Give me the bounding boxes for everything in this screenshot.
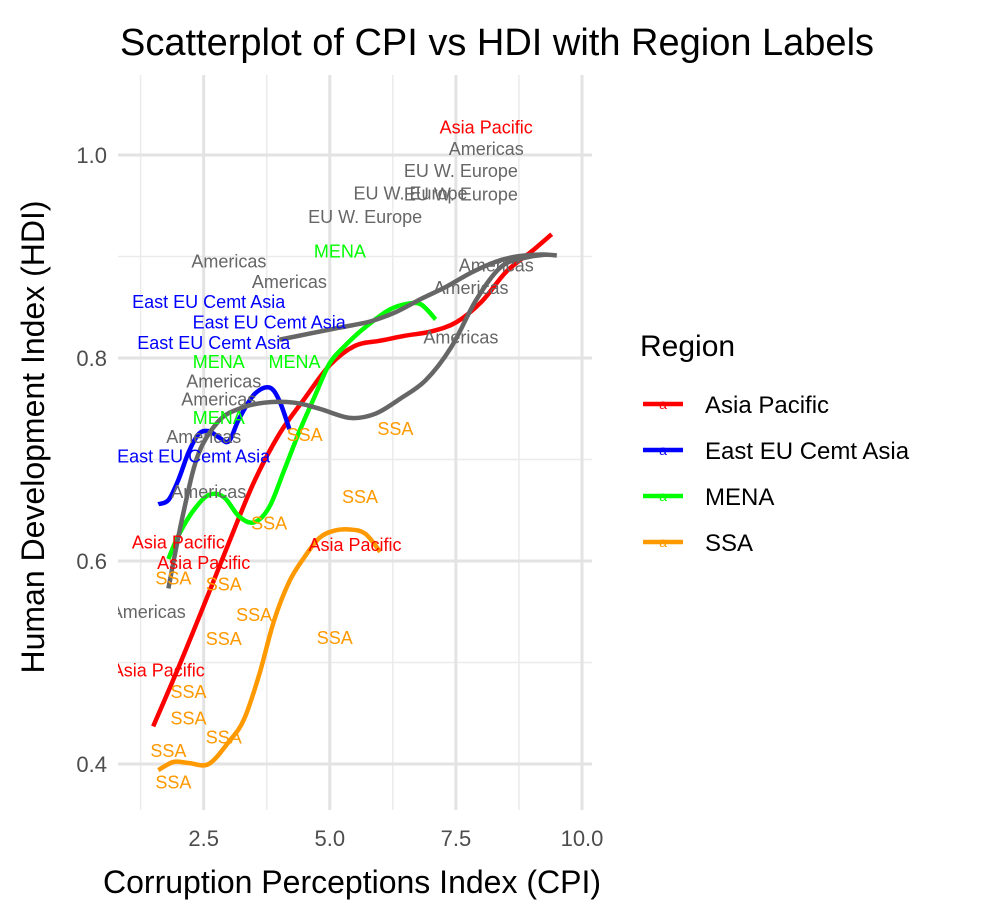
point-label: Americas (252, 272, 327, 292)
x-tick-label: 10.0 (561, 826, 604, 851)
point-label: SSA (155, 772, 191, 792)
legend-entry-label: SSA (705, 530, 753, 557)
point-label: SSA (287, 425, 323, 445)
y-axis-ticks: 0.4 0.6 0.8 1.0 (76, 143, 107, 777)
point-label: Americas (191, 252, 266, 272)
point-label: EU W. Europe (308, 207, 422, 227)
x-tick-label: 2.5 (188, 826, 219, 851)
point-label: SSA (155, 568, 191, 588)
point-label: Americas (186, 371, 261, 391)
legend: Region a Asia Pacific a East EU Cemt Asia a M… (640, 330, 910, 557)
point-label: Americas (166, 427, 241, 447)
legend-entry-label: Asia Pacific (705, 392, 829, 419)
legend-key-glyph: a (659, 534, 667, 550)
x-tick-label: 5.0 (315, 826, 346, 851)
point-label: MENA (193, 352, 245, 372)
smooth-line-americas (278, 252, 558, 342)
point-label: Asia Pacific (157, 553, 250, 573)
smooth-line-mena (166, 300, 438, 560)
point-label: SSA (206, 574, 242, 594)
point-label: SSA (236, 605, 272, 625)
point-label: Americas (111, 602, 186, 622)
point-label: Americas (433, 278, 508, 298)
point-label: Americas (459, 256, 534, 276)
smooth-line-east-eu-cemt-asia (157, 384, 292, 507)
point-label: Asia Pacific (308, 535, 401, 555)
x-axis-title: Corruption Perceptions Index (CPI) (103, 864, 601, 900)
point-label: SSA (377, 419, 413, 439)
point-label: Asia Pacific (132, 533, 225, 553)
point-label: SSA (150, 741, 186, 761)
point-label: East EU Cemt Asia (132, 292, 286, 312)
point-label: SSA (342, 487, 378, 507)
point-label: MENA (268, 352, 320, 372)
chart-title: Scatterplot of CPI vs HDI with Region La… (120, 22, 874, 64)
y-axis-title: Human Development Index (HDI) (15, 200, 51, 673)
smooth-line-ssa (157, 527, 382, 773)
smooth-lines (151, 232, 558, 773)
point-label: EU W. Europe (404, 185, 518, 205)
point-label: Americas (449, 139, 524, 159)
point-label: SSA (170, 682, 206, 702)
legend-key-glyph: a (659, 488, 667, 504)
y-tick-label: 0.8 (76, 346, 107, 371)
point-label: EU W. Europe (404, 161, 518, 181)
point-label: EU W. Europe (353, 184, 467, 204)
smooth-line-overall (166, 252, 548, 589)
legend-entry-label: MENA (705, 484, 774, 511)
x-axis-ticks: 2.5 5.0 7.5 10.0 (188, 826, 603, 851)
legend-key-glyph: a (659, 396, 667, 412)
point-label: MENA (314, 241, 366, 261)
point-label: Asia Pacific (440, 118, 533, 138)
point-label: SSA (206, 728, 242, 748)
point-label: MENA (193, 408, 245, 428)
point-label: Americas (171, 482, 246, 502)
point-label: Asia Pacific (112, 661, 205, 681)
y-tick-label: 0.4 (76, 752, 107, 777)
point-label: SSA (206, 629, 242, 649)
x-tick-label: 7.5 (441, 826, 472, 851)
point-label: East EU Cemt Asia (137, 333, 291, 353)
point-label: Americas (181, 390, 256, 410)
legend-entry-label: East EU Cemt Asia (705, 438, 910, 465)
y-tick-label: 1.0 (76, 143, 107, 168)
smooth-line-asia-pacific (151, 232, 554, 728)
legend-key-glyph: a (659, 442, 667, 458)
y-tick-label: 0.6 (76, 549, 107, 574)
legend-title: Region (640, 330, 735, 363)
point-label: SSA (251, 513, 287, 533)
point-label: East EU Cemt Asia (117, 447, 271, 467)
point-label: East EU Cemt Asia (193, 313, 347, 333)
point-label: SSA (170, 708, 206, 728)
point-label: SSA (317, 628, 353, 648)
point-label: Americas (423, 328, 498, 348)
